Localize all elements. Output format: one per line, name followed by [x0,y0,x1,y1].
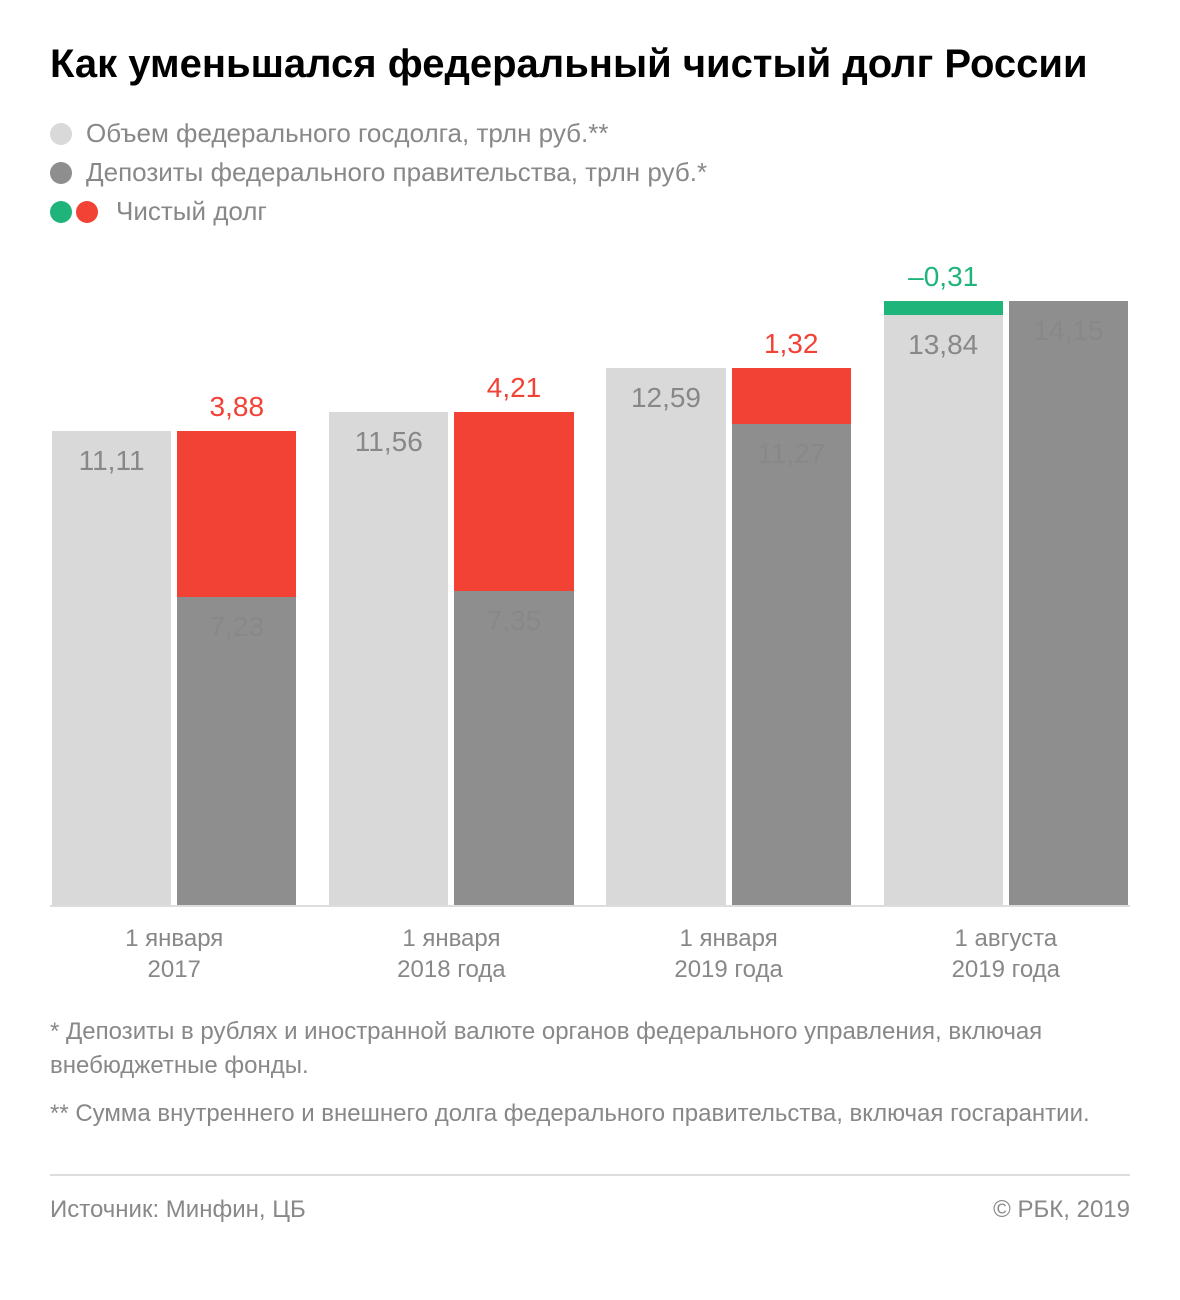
bar-net-value: –0,31 [884,261,1003,293]
bar-debt: 13,84–0,31 [884,267,1003,905]
legend-item-deposits: Депозиты федерального правительства, трл… [50,157,1130,188]
bar-deposits-value: 7,23 [177,611,296,643]
x-axis-label: 1 января2017 [50,923,298,985]
legend-label-net: Чистый долг [116,196,267,227]
x-axis-label: 1 августа2019 года [882,923,1130,985]
bar-net-value: 1,32 [732,328,851,360]
bar-deposits-segment: 7,23 [177,597,296,905]
bar-group: 11,113,88 7,23 [50,267,298,905]
legend-item-net: Чистый долг [50,196,1130,227]
bar-net-value: 3,88 [177,391,296,423]
copyright-text: © РБК, 2019 [993,1196,1130,1224]
footer: Источник: Минфин, ЦБ © РБК, 2019 [50,1196,1130,1224]
legend-label-deposits: Депозиты федерального правительства, трл… [86,157,707,188]
legend: Объем федерального госдолга, трлн руб.**… [50,118,1130,227]
bar-deposits-net: 1,32 11,27 [732,267,851,905]
bar-group: 12,591,32 11,27 [604,267,852,905]
bar-net-segment [454,412,573,592]
bar-deposits-value: 11,27 [732,438,851,470]
bar-deposits-segment: 11,27 [732,424,851,905]
legend-dot-deposits [50,162,72,184]
bar-debt-value: 13,84 [884,329,1003,361]
footnotes: * Депозиты в рублях и иностранной валюте… [50,1015,1130,1176]
x-axis-labels: 1 января2017 1 января2018 года 1 января201… [50,923,1130,985]
legend-dot-net-positive [76,201,98,223]
chart-plot-area: 11,113,88 7,23 11,564,21 7,35 12,591,32 11,27… [50,267,1130,907]
bar-debt: 11,56 [329,267,448,905]
bar-debt: 12,59 [606,267,725,905]
legend-label-debt: Объем федерального госдолга, трлн руб.** [86,118,609,149]
bar-group: 11,564,21 7,35 [327,267,575,905]
footnote-2: ** Сумма внутреннего и внешнего долга фе… [50,1097,1130,1131]
bar-deposits-value: 14,15 [1009,315,1128,347]
x-axis-label: 1 января2019 года [604,923,852,985]
source-text: Источник: Минфин, ЦБ [50,1196,306,1224]
legend-item-debt: Объем федерального госдолга, трлн руб.** [50,118,1130,149]
footnote-1: * Депозиты в рублях и иностранной валюте… [50,1015,1130,1082]
bar-debt-value: 11,11 [52,445,171,477]
bar-net-value: 4,21 [454,372,573,404]
bar-net-segment [884,301,1003,314]
bar-deposits-net: 3,88 7,23 [177,267,296,905]
legend-dot-net-negative [50,201,72,223]
bar-deposits-segment: 14,15 [1009,301,1128,905]
bar-group: 13,84–0,3114,15 [882,267,1130,905]
bar-net-segment [177,431,296,597]
chart-title: Как уменьшался федеральный чистый долг Р… [50,40,1130,88]
x-axis-label: 1 января2018 года [327,923,575,985]
bar-net-segment [732,368,851,424]
bar-deposits-value: 7,35 [454,605,573,637]
bar-deposits-net: 4,21 7,35 [454,267,573,905]
legend-dot-debt [50,123,72,145]
bar-deposits-segment: 7,35 [454,591,573,905]
bar-debt: 11,11 [52,267,171,905]
bar-deposits-net: 14,15 [1009,267,1128,905]
bar-debt-value: 11,56 [329,426,448,458]
bar-debt-value: 12,59 [606,382,725,414]
